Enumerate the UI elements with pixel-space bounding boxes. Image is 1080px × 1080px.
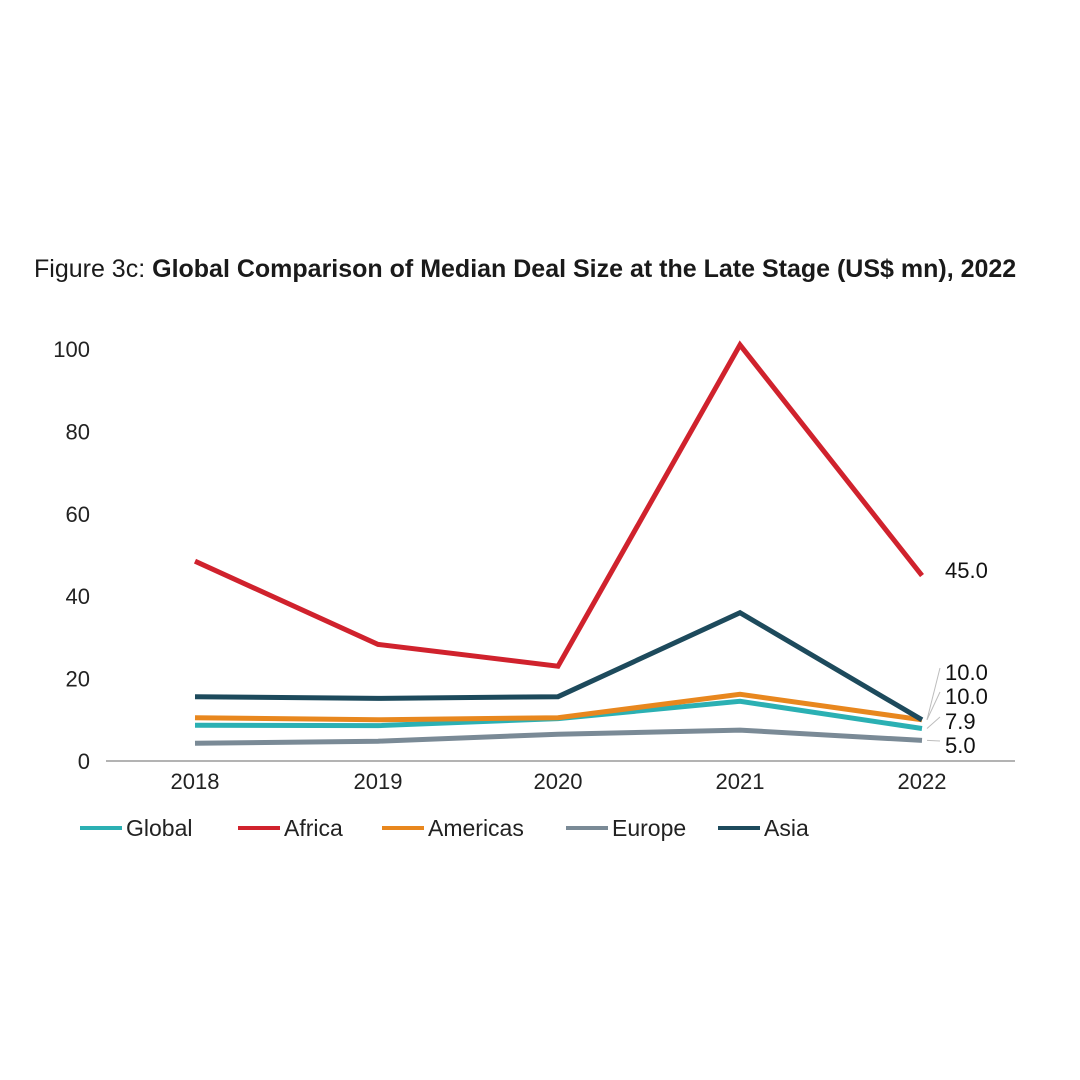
end-value-label: 45.0 [945, 558, 988, 583]
y-tick-label: 60 [66, 502, 90, 527]
y-tick-label: 0 [78, 749, 90, 774]
end-value-label: 5.0 [945, 733, 976, 758]
figure-title: Global Comparison of Median Deal Size at… [152, 255, 1017, 283]
series-line-asia [194, 609, 924, 722]
leader-line [926, 739, 941, 742]
y-axis: 0 20 40 60 80 100 [53, 337, 90, 774]
end-value-label: 10.0 [945, 660, 988, 685]
x-axis: 2018 2019 2020 2021 2022 [171, 769, 947, 794]
series-line-americas [194, 691, 923, 723]
legend-label-asia: Asia [764, 815, 809, 841]
x-tick-label: 2018 [171, 769, 220, 794]
y-tick-label: 20 [66, 667, 90, 692]
series-line-africa [193, 340, 924, 669]
end-value-label: 7.9 [945, 709, 976, 734]
leader-line [926, 691, 941, 721]
legend-label-global: Global [126, 815, 192, 841]
series-line-europe [194, 727, 923, 746]
figure-number: Figure 3c: [34, 255, 146, 283]
x-tick-label: 2019 [354, 769, 403, 794]
chart-title: Figure 3c: Global Comparison of Median D… [34, 252, 1034, 286]
leader-line [926, 667, 941, 720]
legend-label-europe: Europe [612, 815, 686, 841]
y-tick-label: 100 [53, 337, 90, 362]
x-tick-label: 2020 [534, 769, 583, 794]
end-labels: 45.010.010.07.95.0 [926, 558, 988, 758]
x-tick-label: 2022 [898, 769, 947, 794]
leader-line [926, 716, 941, 729]
x-tick-label: 2021 [716, 769, 765, 794]
legend-label-americas: Americas [428, 815, 524, 841]
series-lines [193, 340, 924, 746]
legend: Global Africa Americas Europe Asia [80, 815, 809, 841]
end-value-label: 10.0 [945, 684, 988, 709]
y-tick-label: 40 [66, 584, 90, 609]
legend-label-africa: Africa [284, 815, 343, 841]
y-tick-label: 80 [66, 419, 90, 444]
